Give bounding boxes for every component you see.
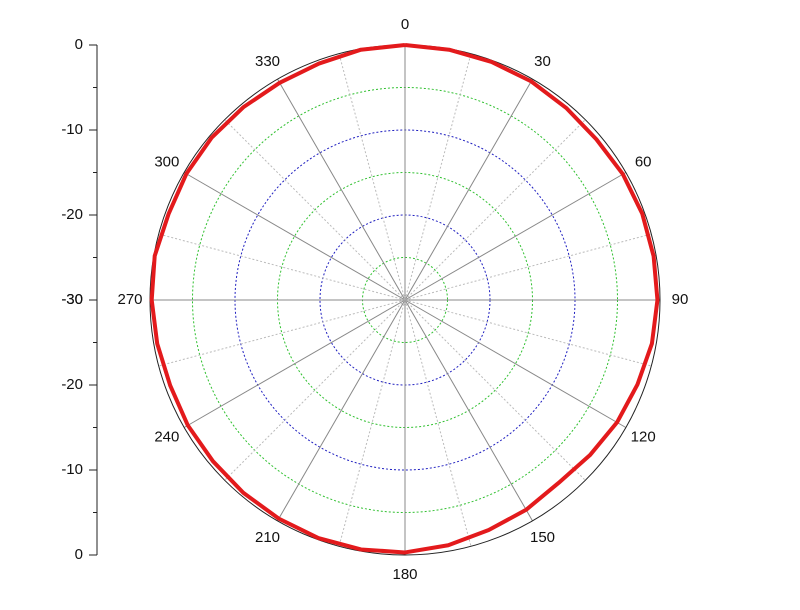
radial-minor-line — [404, 299, 472, 547]
radial-grid-line — [183, 172, 406, 301]
angle-label: 60 — [635, 153, 652, 170]
radial-minor-line — [338, 53, 406, 301]
radial-grid-line — [404, 172, 627, 301]
angle-label: 330 — [255, 53, 280, 70]
angle-label: 270 — [117, 291, 142, 308]
radial-minor-line — [404, 299, 586, 481]
data-line — [149, 43, 660, 555]
r-tick-label: 0 — [75, 546, 83, 563]
radial-minor-line — [338, 299, 406, 547]
angle-label: 120 — [631, 428, 656, 445]
angle-label: 240 — [154, 428, 179, 445]
radial-minor-line — [404, 53, 472, 301]
radial-minor-line — [224, 299, 406, 481]
r-tick-label: -30 — [61, 291, 83, 308]
r-tick-label: -10 — [61, 121, 83, 138]
radial-grid-line — [404, 78, 533, 301]
angle-label: 210 — [255, 529, 280, 546]
r-tick-label: 0 — [75, 36, 83, 53]
radial-grid-line — [277, 299, 406, 522]
r-tick-label: -10 — [61, 461, 83, 478]
r-tick-label: -20 — [61, 376, 83, 393]
angle-label: 0 — [401, 16, 409, 33]
angle-label: 300 — [154, 153, 179, 170]
radial-minor-line — [404, 299, 652, 367]
r-tick-label: -20 — [61, 206, 83, 223]
angle-label: 180 — [392, 566, 417, 583]
r-tick-label: -30 — [61, 291, 83, 308]
angle-label: 30 — [534, 53, 551, 70]
radial-grid-line — [183, 299, 406, 428]
angle-label: 150 — [530, 529, 555, 546]
radial-grid-line — [277, 78, 406, 301]
angle-label: 90 — [672, 291, 689, 308]
radial-grid-line — [404, 299, 533, 522]
radial-minor-line — [158, 299, 406, 367]
radial-minor-line — [158, 233, 406, 301]
radial-grid-line — [404, 299, 627, 428]
radial-minor-line — [404, 119, 586, 301]
radial-minor-line — [404, 233, 652, 301]
radial-minor-line — [224, 119, 406, 301]
